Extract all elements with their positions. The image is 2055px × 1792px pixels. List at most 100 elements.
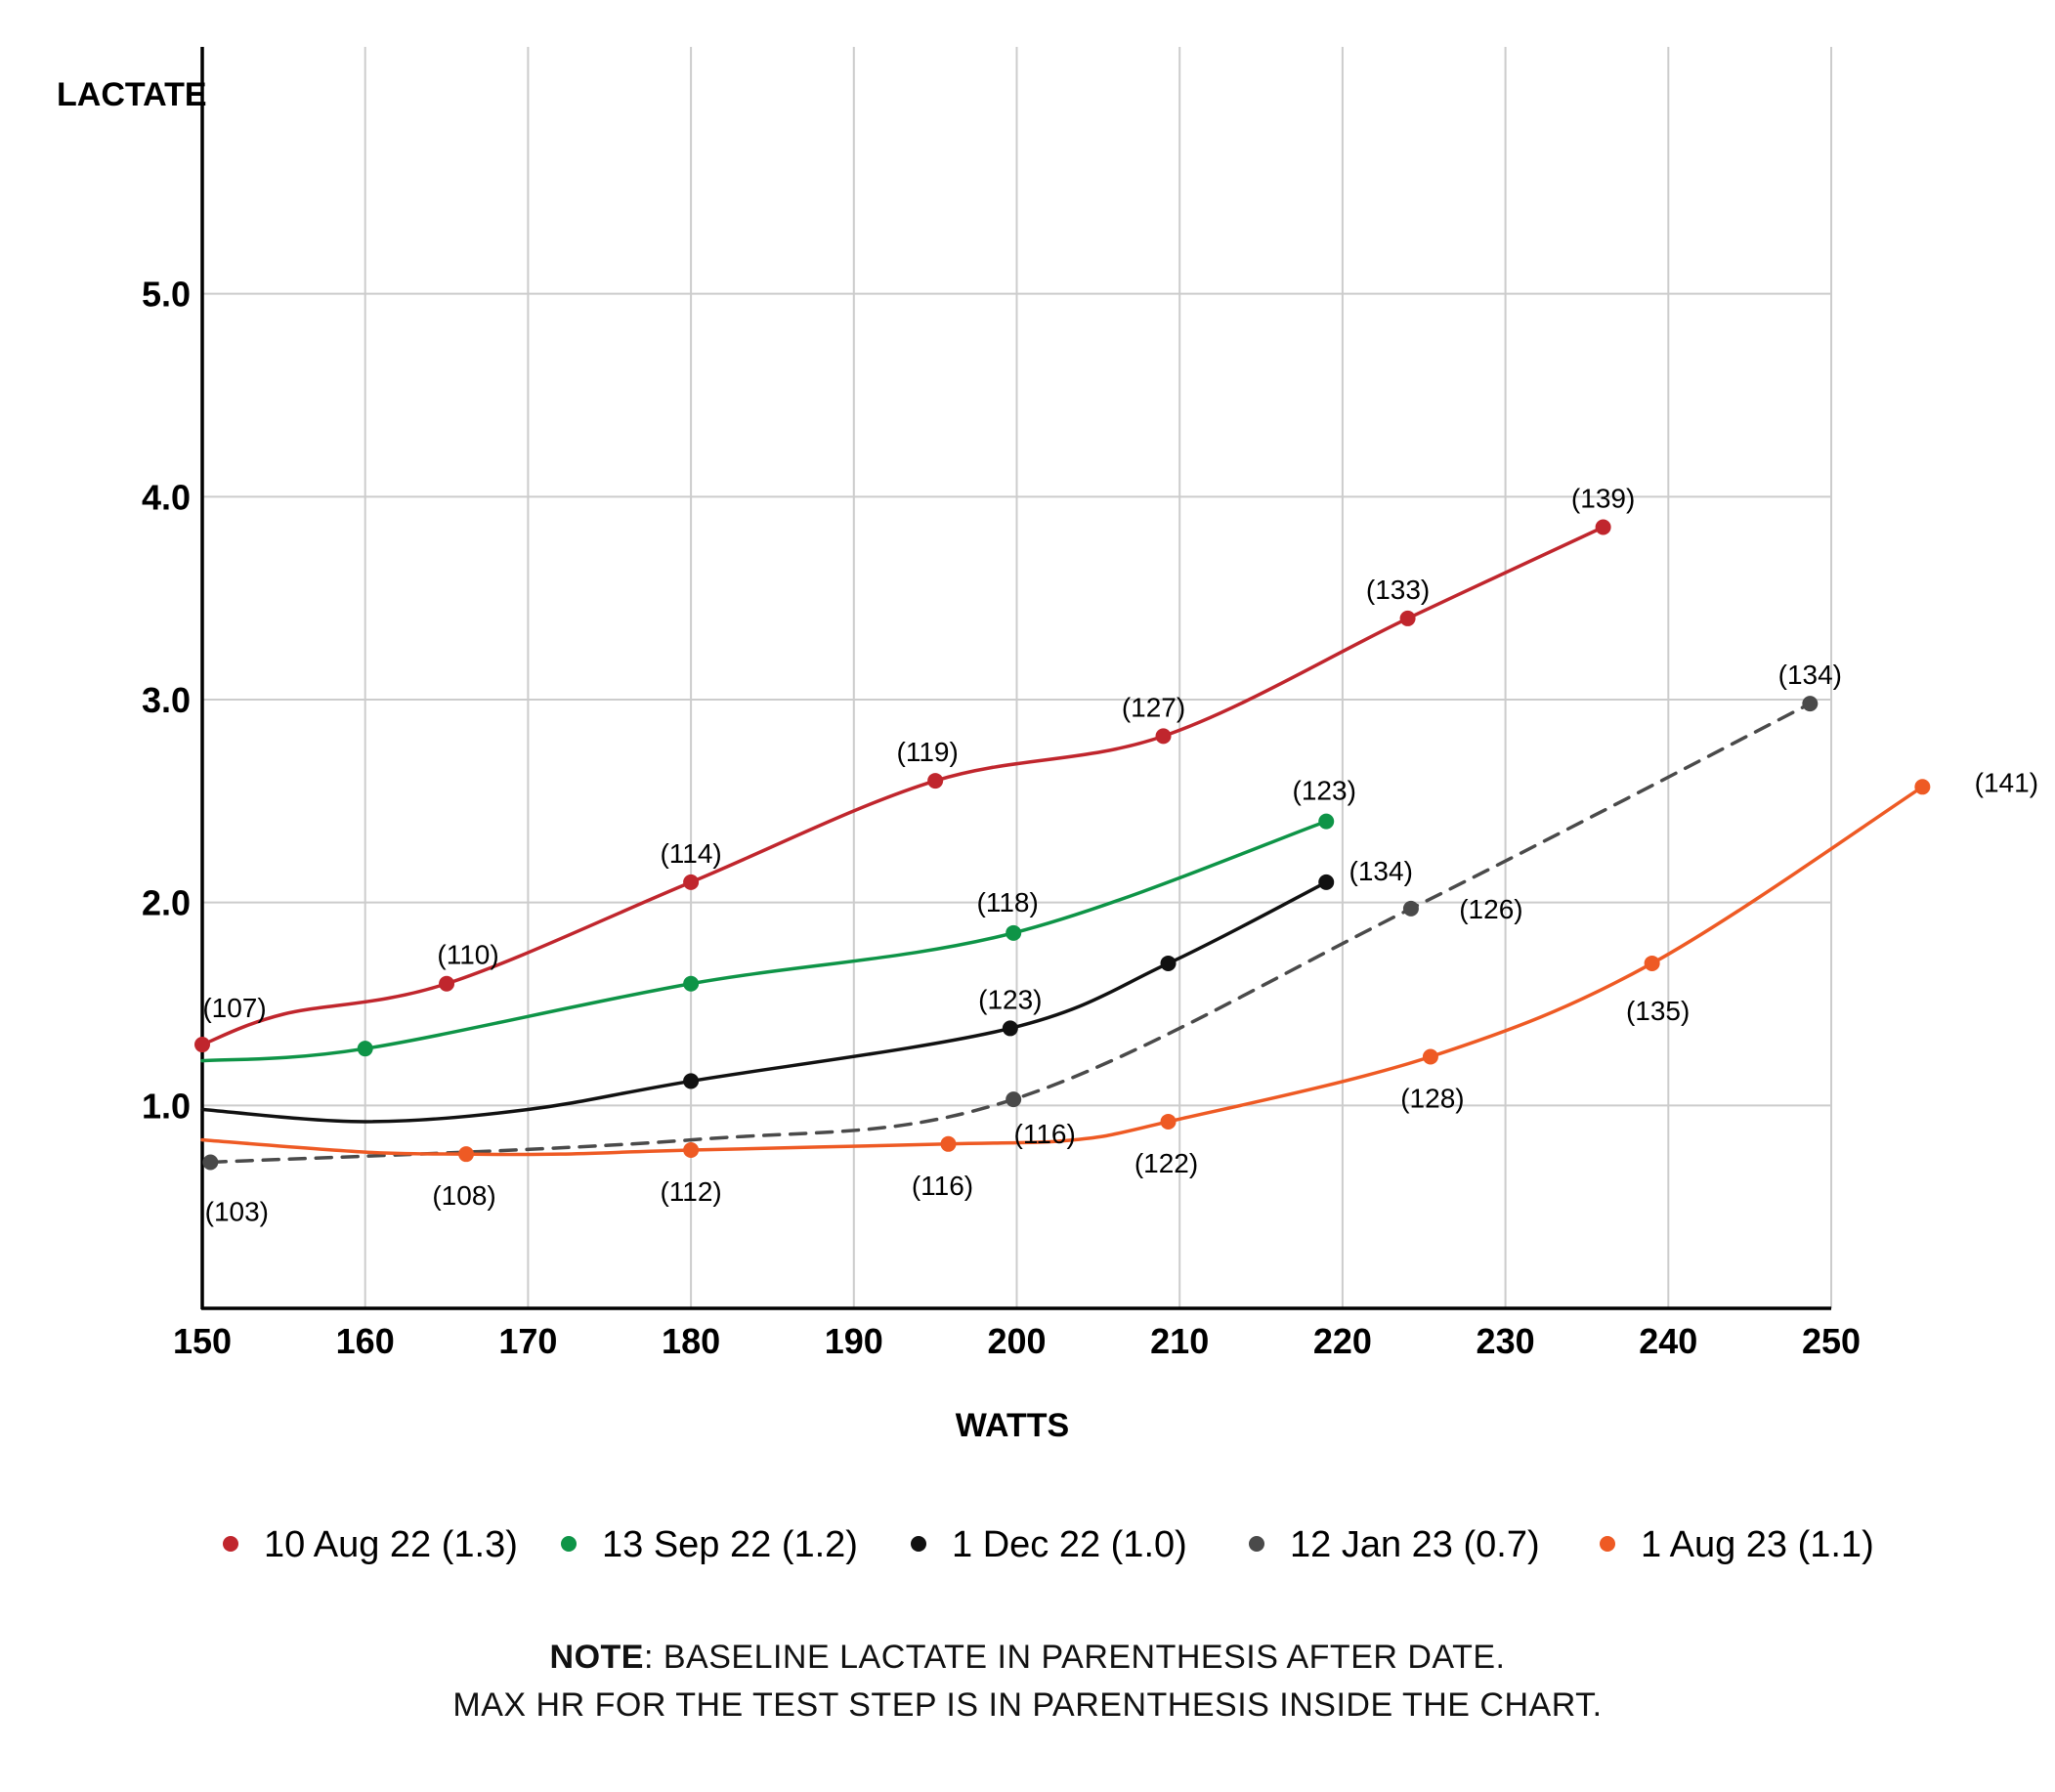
hr-label-s1-6: (133): [1366, 575, 1430, 605]
legend-label-2: 13 Sep 22 (1.2): [602, 1524, 858, 1565]
series-1: [194, 519, 1611, 1053]
legend-label-1: 10 Aug 22 (1.3): [264, 1524, 518, 1565]
series-5: [200, 779, 1931, 1163]
hr-label-s1-3: (114): [660, 838, 721, 869]
series-1-point-3: [439, 975, 455, 992]
series-3-point-6: [1160, 955, 1177, 971]
series-5-point-9: [1422, 1048, 1438, 1065]
legend-label-3: 1 Dec 22 (1.0): [952, 1524, 1187, 1565]
series-1-point-6: [1155, 728, 1172, 745]
y-tick-label-4.0: 4.0: [142, 477, 191, 517]
y-tick-label-2.0: 2.0: [142, 883, 191, 923]
y-tick-label-1.0: 1.0: [142, 1086, 191, 1126]
series-5-point-11: [1914, 779, 1931, 795]
grid: [202, 47, 1832, 1308]
hr-labels: (107) (110) (114) (119) (127) (133) (139) (118)…: [202, 483, 2038, 1226]
series-1-point-1: [194, 1037, 210, 1053]
hr-label-s1-5: (127): [1122, 692, 1185, 722]
x-tick-label-170: 170: [498, 1321, 557, 1361]
series-4: [202, 696, 1819, 1171]
x-tick-label-240: 240: [1639, 1321, 1697, 1361]
hr-label-s2-2: (123): [1293, 776, 1356, 806]
hr-label-s1-1: (107): [202, 993, 266, 1023]
series-line-2: [200, 819, 1328, 1063]
series-3-point-7: [1318, 874, 1335, 890]
series-2: [200, 813, 1335, 1063]
hr-label-s5-3: (116): [912, 1171, 973, 1201]
note-line-1: NOTE: BASELINE LACTATE IN PARENTHESIS AF…: [0, 1639, 2055, 1677]
series-5-point-6: [940, 1135, 957, 1152]
y-tick-label-3.0: 3.0: [142, 680, 191, 720]
series-3: [200, 874, 1335, 1124]
series-1-point-7: [1399, 610, 1416, 626]
hr-label-s1-7: (139): [1571, 483, 1635, 513]
series-5-point-10: [1644, 955, 1660, 971]
series-5-point-8: [1160, 1113, 1177, 1130]
legend-marker-1: [223, 1536, 238, 1552]
series-4-point-1: [202, 1154, 219, 1171]
legend-marker-5: [1600, 1536, 1615, 1552]
hr-label-s5-5: (128): [1400, 1083, 1464, 1113]
series-4-point-4: [1402, 900, 1419, 917]
legend-item-3: 1 Dec 22 (1.0): [911, 1524, 1187, 1565]
x-axis-title: WATTS: [956, 1407, 1069, 1444]
axes: [200, 47, 1831, 1310]
hr-label-s3-2: (134): [1349, 856, 1413, 886]
hr-label-s4-1: (103): [205, 1196, 269, 1226]
series-5-point-5: [683, 1142, 700, 1159]
hr-label-s1-4: (119): [897, 737, 959, 767]
x-tick-label-230: 230: [1477, 1321, 1535, 1361]
legend-label-5: 1 Aug 23 (1.1): [1641, 1524, 1874, 1565]
legend-marker-4: [1249, 1536, 1264, 1552]
tick-labels: 150 160 170 180 190 200 210 220 230 240 250 1.0 2.0 3…: [142, 275, 1861, 1361]
series-3-point-4: [683, 1073, 700, 1089]
legend-marker-3: [911, 1536, 926, 1552]
series-1-point-4: [683, 874, 700, 890]
legend-item-5: 1 Aug 23 (1.1): [1600, 1524, 1874, 1565]
note-prefix: NOTE: [549, 1639, 644, 1676]
hr-label-s1-2: (110): [437, 940, 498, 970]
x-tick-label-210: 210: [1150, 1321, 1209, 1361]
y-axis-title: LACTATE: [57, 76, 207, 113]
hr-label-s5-6: (135): [1626, 996, 1690, 1026]
series-line-1: [200, 525, 1605, 1046]
legend-item-4: 12 Jan 23 (0.7): [1249, 1524, 1540, 1565]
note-line-1-text: : BASELINE LACTATE IN PARENTHESIS AFTER …: [643, 1639, 1506, 1676]
series-1-point-5: [927, 773, 944, 789]
hr-label-s3-1: (123): [978, 984, 1042, 1014]
series-1-point-8: [1595, 519, 1611, 535]
legend-label-4: 12 Jan 23 (0.7): [1290, 1524, 1540, 1565]
hr-label-s2-1: (118): [977, 887, 1039, 917]
series-2-point-3: [683, 975, 700, 992]
series-2-point-5: [1318, 813, 1335, 830]
series-group: [194, 519, 1931, 1171]
hr-label-s5-4: (122): [1135, 1148, 1198, 1178]
hr-label-s4-2: (116): [1014, 1119, 1076, 1149]
x-tick-label-200: 200: [987, 1321, 1046, 1361]
series-line-5: [200, 785, 1925, 1157]
x-tick-label-180: 180: [662, 1321, 720, 1361]
y-tick-label-5.0: 5.0: [142, 275, 191, 315]
legend: 10 Aug 22 (1.3) 13 Sep 22 (1.2) 1 Dec 22 (…: [223, 1524, 1874, 1565]
note-line-2: MAX HR FOR THE TEST STEP IS IN PARENTHES…: [452, 1686, 1603, 1724]
x-tick-label-220: 220: [1313, 1321, 1372, 1361]
legend-item-1: 10 Aug 22 (1.3): [223, 1524, 518, 1565]
x-tick-label-190: 190: [825, 1321, 883, 1361]
series-5-point-3: [458, 1146, 475, 1163]
hr-label-s4-4: (134): [1778, 660, 1842, 690]
hr-label-s5-2: (112): [660, 1176, 721, 1207]
legend-item-2: 13 Sep 22 (1.2): [561, 1524, 858, 1565]
hr-label-s5-7: (141): [1975, 767, 2038, 797]
series-4-point-3: [1006, 1091, 1022, 1108]
x-tick-label-150: 150: [173, 1321, 232, 1361]
x-tick-label-160: 160: [336, 1321, 395, 1361]
series-3-point-5: [1002, 1020, 1018, 1037]
x-tick-label-250: 250: [1802, 1321, 1861, 1361]
hr-label-s4-3: (126): [1459, 894, 1522, 924]
series-2-point-2: [357, 1041, 373, 1057]
series-2-point-4: [1006, 924, 1022, 941]
legend-marker-2: [561, 1536, 577, 1552]
hr-label-s5-1: (108): [432, 1180, 495, 1211]
series-4-point-5: [1802, 696, 1819, 712]
